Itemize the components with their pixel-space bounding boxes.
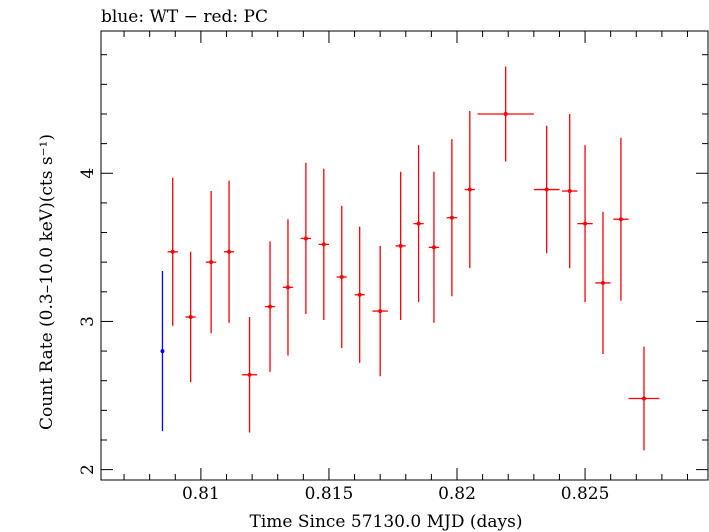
y-tick-label: 4 xyxy=(78,168,98,179)
pc-data-point xyxy=(321,242,326,247)
pc-data-point xyxy=(600,280,605,285)
pc-data-point xyxy=(303,236,308,241)
plot-frame xyxy=(100,30,709,481)
pc-data-point xyxy=(268,304,273,309)
pc-data-point xyxy=(188,314,193,319)
pc-data-point xyxy=(641,396,646,401)
y-tick-label: 3 xyxy=(78,316,98,327)
data-marks xyxy=(160,66,660,451)
pc-data-point xyxy=(339,274,344,279)
pc-data-point xyxy=(247,372,252,377)
pc-data-point xyxy=(227,249,232,254)
pc-data-point xyxy=(449,215,454,220)
pc-data-point xyxy=(583,221,588,226)
pc-data-point xyxy=(567,189,572,194)
x-tick-label: 0.825 xyxy=(561,484,610,504)
pc-data-point xyxy=(467,187,472,192)
x-tick-label: 0.81 xyxy=(182,484,220,504)
y-axis-label: Count Rate (0.3–10.0 keV)(cts s⁻¹) xyxy=(37,134,57,430)
pc-data-point xyxy=(378,309,383,314)
pc-data-point xyxy=(431,245,436,250)
pc-data-point xyxy=(285,285,290,290)
pc-data-point xyxy=(416,221,421,226)
x-axis-label: Time Since 57130.0 MJD (days) xyxy=(250,512,523,532)
pc-data-point xyxy=(503,111,508,116)
pc-data-point xyxy=(209,260,214,265)
axis-ticks xyxy=(101,31,708,480)
pc-data-point xyxy=(170,249,175,254)
chart-title: blue: WT − red: PC xyxy=(101,7,268,27)
pc-data-point xyxy=(398,243,403,248)
pc-data-point xyxy=(618,217,623,222)
x-tick-label: 0.815 xyxy=(305,484,354,504)
pc-data-point xyxy=(544,187,549,192)
x-tick-label: 0.82 xyxy=(438,484,476,504)
wt-data-point xyxy=(160,349,165,354)
tick-labels: 0.81 0.815 0.82 0.825 2 3 4 xyxy=(78,168,609,504)
pc-data-point xyxy=(357,292,362,297)
y-tick-label: 2 xyxy=(78,464,98,475)
